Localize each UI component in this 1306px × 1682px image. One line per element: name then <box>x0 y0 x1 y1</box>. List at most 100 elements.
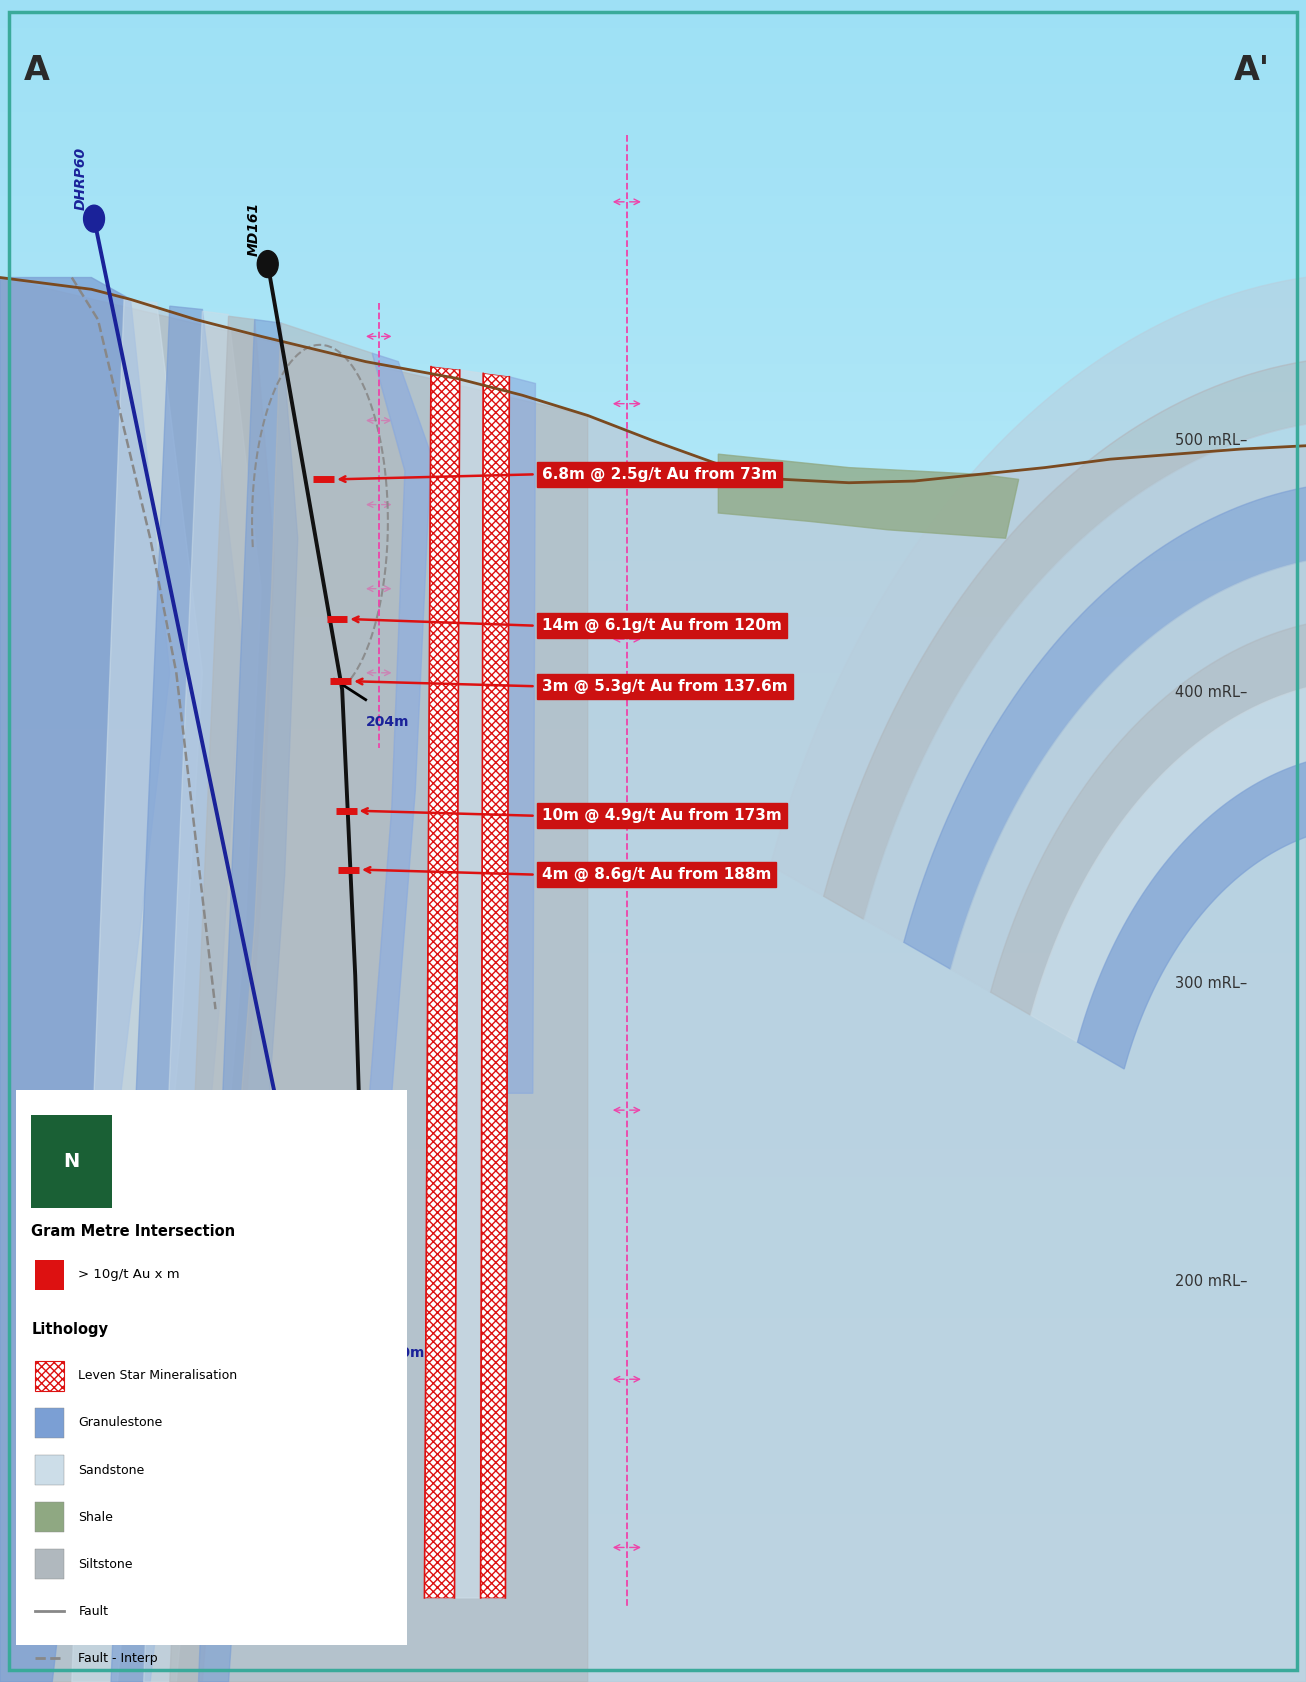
Text: 500 mRL–: 500 mRL– <box>1175 434 1247 447</box>
Text: Shale: Shale <box>78 1510 114 1524</box>
Text: N: N <box>64 1152 80 1171</box>
Bar <box>0 336 1306 365</box>
Circle shape <box>84 205 104 232</box>
Bar <box>0 1569 1306 1598</box>
Text: > 10g/t Au x m: > 10g/t Au x m <box>78 1268 180 1282</box>
Bar <box>0 1626 1306 1653</box>
Text: 204m: 204m <box>366 715 409 728</box>
Polygon shape <box>199 320 298 1682</box>
Bar <box>0 29 1306 56</box>
Bar <box>0 113 1306 140</box>
Bar <box>0 1038 1306 1065</box>
Polygon shape <box>333 353 431 1598</box>
Text: 4m @ 8.6g/t Au from 188m: 4m @ 8.6g/t Au from 188m <box>542 868 772 881</box>
Polygon shape <box>454 370 483 1598</box>
Text: DHRP60: DHRP60 <box>73 146 88 210</box>
Polygon shape <box>1077 752 1306 1070</box>
Text: MD161: MD161 <box>247 202 261 256</box>
Bar <box>0 1401 1306 1430</box>
Bar <box>0 1065 1306 1093</box>
Bar <box>0 281 1306 308</box>
Text: Fault - Interp: Fault - Interp <box>78 1652 158 1665</box>
Bar <box>0 505 1306 533</box>
Bar <box>0 757 1306 785</box>
Polygon shape <box>0 278 170 1682</box>
Bar <box>0 168 1306 197</box>
Text: Siltstone: Siltstone <box>78 1558 133 1571</box>
Bar <box>0 617 1306 644</box>
Polygon shape <box>1030 680 1306 1043</box>
Bar <box>0 1514 1306 1542</box>
Bar <box>0 981 1306 1009</box>
Bar <box>35 1260 64 1290</box>
Bar <box>31 1115 112 1208</box>
Bar <box>0 197 1306 224</box>
Bar <box>16 1090 407 1645</box>
Bar <box>0 954 1306 981</box>
Text: 200 mRL–: 200 mRL– <box>1174 1275 1247 1288</box>
Text: Leven Star Mineralisation: Leven Star Mineralisation <box>78 1369 238 1383</box>
Bar <box>0 1485 1306 1514</box>
Polygon shape <box>170 316 274 1682</box>
Polygon shape <box>771 272 1306 897</box>
Bar <box>0 1542 1306 1569</box>
Bar <box>0 1177 1306 1206</box>
Text: A: A <box>24 54 50 87</box>
Bar <box>0 897 1306 925</box>
Bar <box>0 392 1306 420</box>
Polygon shape <box>222 323 405 1598</box>
Bar <box>35 1502 64 1532</box>
Text: 350m: 350m <box>381 1346 424 1359</box>
Bar <box>0 1262 1306 1290</box>
Text: 10m @ 4.9g/t Au from 173m: 10m @ 4.9g/t Au from 173m <box>542 809 782 822</box>
Bar <box>0 140 1306 168</box>
Bar <box>0 1458 1306 1485</box>
Bar <box>0 252 1306 281</box>
Bar <box>0 1374 1306 1401</box>
Bar <box>0 1598 1306 1626</box>
Text: Gram Metre Intersection: Gram Metre Intersection <box>31 1224 235 1240</box>
Text: 14m @ 6.1g/t Au from 120m: 14m @ 6.1g/t Au from 120m <box>542 619 782 632</box>
Polygon shape <box>863 419 1306 942</box>
Bar <box>0 476 1306 505</box>
Circle shape <box>257 251 278 278</box>
Bar <box>0 1653 1306 1682</box>
Text: 3m @ 5.3g/t Au from 137.6m: 3m @ 5.3g/t Au from 137.6m <box>542 680 788 693</box>
Bar <box>0 449 1306 476</box>
Polygon shape <box>718 454 1019 538</box>
Bar <box>0 560 1306 589</box>
Bar <box>0 533 1306 560</box>
Bar <box>0 785 1306 812</box>
Bar <box>0 1233 1306 1262</box>
Bar <box>35 1361 64 1391</box>
Bar <box>0 1093 1306 1122</box>
Polygon shape <box>424 367 460 1598</box>
Bar <box>0 1290 1306 1317</box>
Text: 300 mRL–: 300 mRL– <box>1175 977 1247 991</box>
Bar <box>0 701 1306 728</box>
Polygon shape <box>507 377 535 1093</box>
Text: 400 mRL–: 400 mRL– <box>1175 686 1247 700</box>
Text: Sandstone: Sandstone <box>78 1463 145 1477</box>
Polygon shape <box>991 617 1306 1016</box>
Bar <box>35 1455 64 1485</box>
Bar <box>0 925 1306 954</box>
Text: 6.8m @ 2.5g/t Au from 73m: 6.8m @ 2.5g/t Au from 73m <box>542 468 777 481</box>
Bar <box>0 1149 1306 1177</box>
Bar <box>0 365 1306 392</box>
Bar <box>0 56 1306 84</box>
Bar <box>0 1009 1306 1038</box>
Polygon shape <box>951 553 1306 992</box>
Text: Fault: Fault <box>78 1605 108 1618</box>
Bar <box>35 1408 64 1438</box>
Bar <box>0 308 1306 336</box>
Bar <box>0 420 1306 449</box>
Polygon shape <box>111 306 242 1682</box>
Polygon shape <box>481 373 509 1598</box>
Bar <box>0 728 1306 757</box>
Bar <box>35 1549 64 1579</box>
Polygon shape <box>824 357 1306 920</box>
Bar <box>0 812 1306 841</box>
Bar <box>0 84 1306 113</box>
Bar <box>0 673 1306 701</box>
